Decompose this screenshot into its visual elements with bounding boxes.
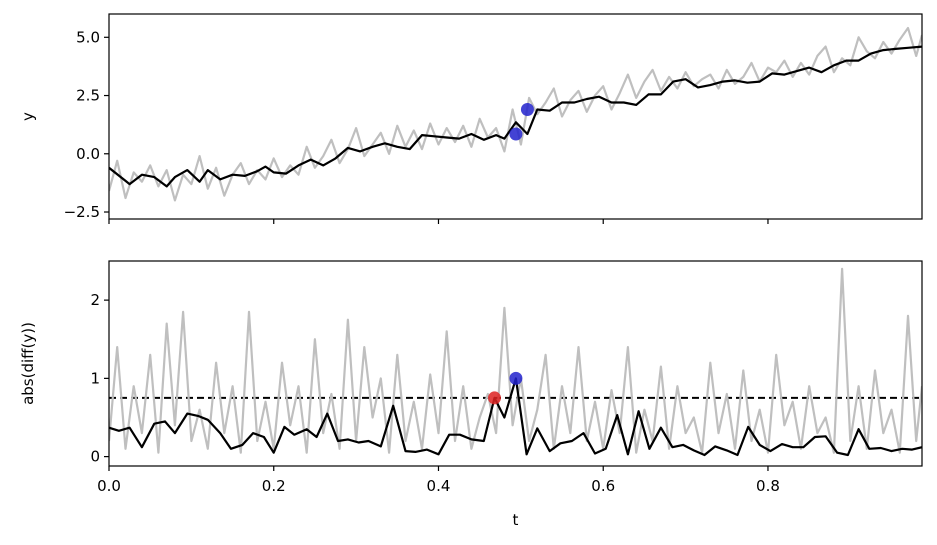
top-ytick-label: 5.0 (76, 28, 100, 46)
top-ytick-label: 2.5 (76, 87, 100, 105)
bottom-x-axis-label: t (513, 511, 519, 529)
bottom-ytick-label: 2 (90, 291, 100, 309)
top-marker-0 (509, 127, 523, 141)
bottom-xtick-label: 0.8 (756, 477, 780, 495)
bottom-panel: 0 1 2 0.0 0.2 0.4 0.6 0.8 abs(diff(y)) t (19, 260, 923, 529)
bottom-y-axis-label: abs(diff(y)) (19, 322, 37, 405)
top-panel: −2.5 0.0 2.5 5.0 y (19, 13, 923, 224)
top-marker-1 (520, 103, 534, 117)
bottom-xtick-label: 0.6 (591, 477, 615, 495)
bottom-ytick-label: 0 (90, 448, 100, 466)
bottom-axes-frame (108, 260, 923, 467)
bottom-xtick-label: 0.0 (97, 477, 121, 495)
bottom-xtick-label: 0.2 (262, 477, 286, 495)
bottom-marker-1 (509, 371, 523, 385)
top-plot-area (109, 26, 922, 202)
top-ytick-label: 0.0 (76, 145, 100, 163)
bottom-xtick-label: 0.4 (427, 477, 451, 495)
top-axes-frame (108, 13, 923, 220)
bottom-marker-0 (487, 391, 501, 405)
top-series-raw-line (109, 26, 922, 202)
top-series-smoothed-line (109, 45, 922, 188)
bottom-series-raw-line (109, 267, 922, 454)
bottom-ytick-label: 1 (90, 369, 100, 387)
top-ytick-label: −2.5 (64, 203, 100, 221)
top-y-axis-label: y (19, 112, 37, 121)
